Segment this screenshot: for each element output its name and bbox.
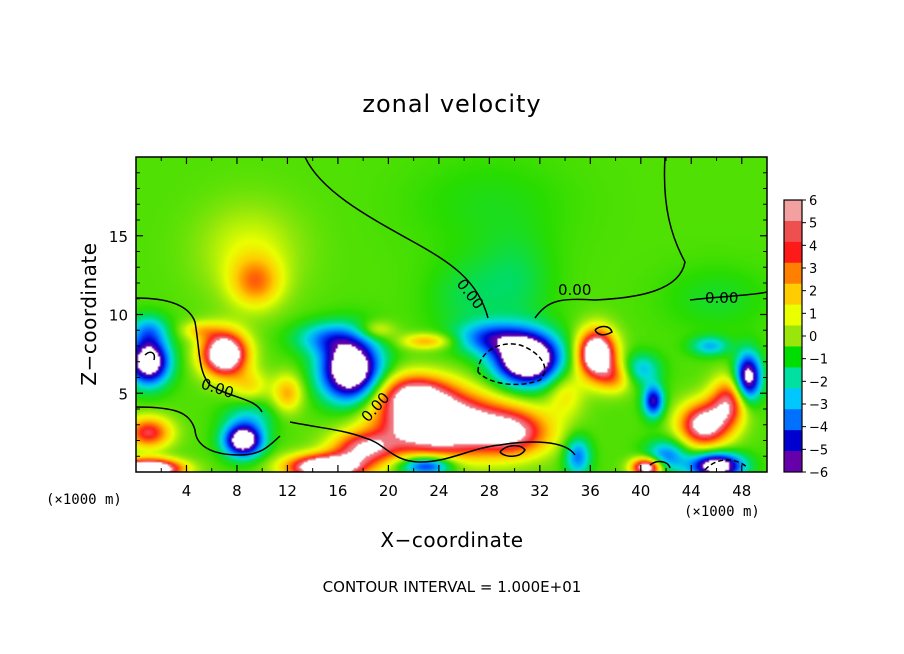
colorbar-swatch (784, 283, 802, 306)
y-tick-label: 10 (109, 307, 128, 325)
colorbar-swatch (784, 346, 802, 368)
colorbar-swatch (784, 241, 802, 264)
x-tick-label: 48 (732, 482, 751, 500)
x-axis-ticks: 4 8 12 16 20 24 28 32 36 40 44 48 (160, 157, 751, 500)
colorbar-tick-label: −6 (809, 466, 828, 481)
x-tick-label: 36 (581, 482, 600, 500)
x-tick-label: 8 (232, 482, 242, 500)
colorbar-tick-label: 4 (809, 239, 817, 254)
x-tick-label: 28 (480, 482, 499, 500)
x-tick-label: 32 (530, 482, 549, 500)
contour-zero-upper (304, 157, 767, 319)
colorbar-swatch (784, 451, 802, 473)
colorbar-tick-label: 0 (809, 330, 817, 345)
contour-label: 0.00 (558, 281, 591, 299)
colorbar-swatch (784, 409, 802, 431)
contour-dashed-2 (704, 459, 749, 471)
colorbar-swatch (784, 388, 802, 410)
colorbar-tick-label: −1 (809, 353, 828, 368)
x-axis-title: X−coordinate (380, 528, 523, 552)
x-tick-label: 24 (429, 482, 448, 500)
colorbar-tick-label: 2 (809, 285, 817, 300)
y-tick-label: 5 (118, 385, 128, 403)
colorbar-tick-label: −3 (809, 398, 828, 413)
contour-interval-text: CONTOUR INTERVAL = 1.000E+01 (323, 578, 582, 596)
contour-lines (136, 157, 767, 471)
colorbar-swatch (784, 304, 802, 327)
x-tick-label: 4 (182, 482, 192, 500)
y-axis-ticks: 5 10 15 (109, 172, 767, 457)
y-axis-title: Z−coordinate (77, 242, 101, 385)
contour-dashed-1 (477, 343, 546, 386)
contour-small-2 (649, 460, 671, 469)
heatmap-field (136, 157, 767, 472)
contour-small-4 (594, 325, 613, 336)
colorbar-tick-label: 1 (809, 307, 817, 322)
colorbar-swatch (784, 262, 802, 285)
contour-zero-left (136, 297, 281, 456)
colorbar-swatch (784, 367, 802, 389)
contour-small-3 (144, 351, 156, 361)
colorbar-tick-label: 6 (809, 194, 817, 209)
colorbar-swatch (784, 220, 802, 243)
x-unit-label-right: (×1000 m) (684, 504, 760, 520)
colorbar-swatch (784, 325, 802, 347)
x-tick-label: 44 (682, 482, 701, 500)
colorbar-tick-label: 5 (809, 217, 817, 232)
colorbar-tick-label: −2 (809, 375, 828, 390)
x-tick-label: 20 (379, 482, 398, 500)
y-tick-label: 15 (109, 228, 128, 246)
contour-small-1 (499, 444, 526, 457)
contour-label: 0.00 (705, 289, 738, 307)
x-unit-label-left: (×1000 m) (46, 492, 122, 508)
colorbar-swatch (784, 430, 802, 452)
colorbar: 6 5 4 3 2 1 0 −1 −2 −3 −4 −5 −6 (783, 194, 828, 481)
x-tick-label: 40 (631, 482, 650, 500)
x-tick-label: 16 (328, 482, 347, 500)
colorbar-swatch (784, 200, 802, 222)
chart-title: zonal velocity (362, 90, 541, 118)
colorbar-tick-label: 3 (809, 262, 817, 277)
x-tick-label: 12 (278, 482, 297, 500)
contour-zero-middle (289, 421, 576, 463)
colorbar-tick-label: −4 (809, 421, 828, 436)
colorbar-tick-label: −5 (809, 443, 828, 458)
